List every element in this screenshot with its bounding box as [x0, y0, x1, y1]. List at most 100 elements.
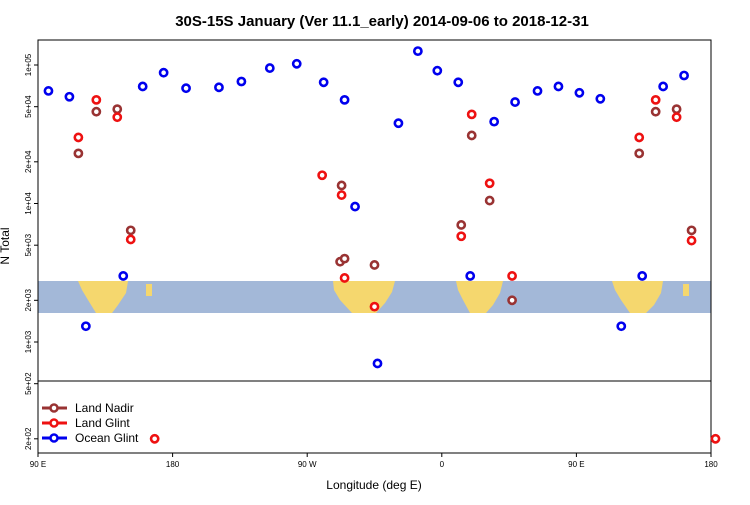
- point-land-nadir-6: [339, 253, 350, 264]
- point-land-glint-11: [484, 178, 495, 189]
- point-ocean-glint-9: [264, 63, 275, 73]
- point-ocean-glint-26: [616, 321, 627, 332]
- series-land-nadir: [73, 104, 697, 306]
- y-axis-label: N Total: [0, 227, 12, 264]
- point-ocean-glint-24: [574, 87, 585, 98]
- point-ocean-glint-5: [158, 67, 169, 78]
- y-tick-label-1e-04: 1e+04: [24, 192, 33, 215]
- x-axis: 90 E 180 90 W 0 90 E 180: [30, 453, 718, 469]
- point-land-glint-13: [634, 132, 645, 143]
- point-land-nadir-7: [369, 260, 380, 270]
- chart-title: 30S-15S January (Ver 11.1_early) 2014-09…: [175, 13, 589, 30]
- point-ocean-glint-15: [393, 118, 404, 129]
- point-land-glint-15: [671, 112, 682, 123]
- point-land-nadir-1: [91, 106, 102, 117]
- point-land-nadir-5: [336, 180, 347, 191]
- legend-item-land-glint: Land Glint: [42, 416, 130, 430]
- point-ocean-glint-21: [510, 97, 520, 107]
- y-tick-label-1e-05: 1e+05: [24, 53, 33, 76]
- point-ocean-glint-1: [64, 91, 75, 102]
- map-land-islet-2: [683, 284, 689, 296]
- y-tick-label-5e-02: 5e+02: [24, 372, 33, 395]
- series-ocean-glint: [43, 46, 689, 369]
- point-ocean-glint-16: [412, 46, 423, 56]
- legend-item-ocean-glint: Ocean Glint: [42, 431, 139, 445]
- map-land-south-america: [333, 281, 395, 313]
- map-land-islet-1: [146, 284, 152, 296]
- point-land-nadir-0: [73, 148, 84, 159]
- legend-item-land-nadir: Land Nadir: [42, 401, 134, 415]
- point-land-glint-10: [466, 109, 477, 120]
- point-land-nadir-12: [634, 148, 645, 159]
- point-land-glint-6: [336, 190, 347, 200]
- series-land-glint: [73, 94, 721, 444]
- x-tick-label-0: 90 E: [30, 460, 46, 469]
- x-axis-label: Longitude (deg E): [326, 478, 421, 492]
- point-land-glint-16: [686, 235, 697, 246]
- y-tick-label-2e-04: 2e+04: [24, 150, 33, 173]
- point-land-glint-7: [339, 273, 350, 283]
- point-land-glint-5: [317, 170, 328, 181]
- point-land-nadir-2: [112, 104, 123, 115]
- legend-marker-ocean-glint: [49, 433, 59, 443]
- point-ocean-glint-25: [595, 93, 606, 104]
- point-land-glint-8: [369, 301, 380, 312]
- point-land-nadir-3: [125, 225, 136, 236]
- point-ocean-glint-0: [43, 86, 54, 96]
- legend-label-land-nadir: Land Nadir: [75, 401, 134, 415]
- point-ocean-glint-6: [181, 83, 191, 94]
- y-tick-label-5e-03: 5e+03: [24, 233, 33, 256]
- x-tick-label-5: 180: [704, 460, 718, 469]
- y-tick-label-1e-03: 1e+03: [24, 330, 33, 353]
- point-ocean-glint-28: [658, 81, 669, 92]
- y-axis: 2e+02 5e+02 1e+03 2e+03 5e+03 1e+04 2e+04 5e+04…: [24, 53, 38, 450]
- point-land-glint-3: [125, 234, 136, 245]
- legend-label-ocean-glint: Ocean Glint: [75, 431, 139, 445]
- point-land-glint-9: [456, 231, 467, 242]
- point-ocean-glint-14: [372, 358, 383, 369]
- series-layer: [43, 46, 721, 444]
- point-land-nadir-15: [686, 225, 697, 236]
- x-tick-label-2: 90 W: [298, 460, 317, 469]
- point-land-glint-12: [507, 271, 517, 281]
- point-ocean-glint-13: [350, 201, 360, 212]
- point-ocean-glint-4: [137, 81, 148, 92]
- plot-frame: [37, 39, 712, 454]
- point-land-nadir-14: [671, 104, 682, 115]
- legend-marker-land-nadir: [49, 403, 59, 413]
- point-ocean-glint-27: [637, 271, 648, 281]
- legend-marker-land-glint: [49, 418, 59, 428]
- point-land-glint-17: [710, 433, 721, 444]
- point-land-nadir-8: [456, 220, 467, 230]
- point-land-nadir-10: [484, 195, 495, 206]
- x-tick-label-1: 180: [166, 460, 180, 469]
- point-ocean-glint-3: [118, 271, 129, 281]
- point-ocean-glint-8: [236, 76, 247, 87]
- x-tick-label-4: 90 E: [568, 460, 584, 469]
- point-land-nadir-9: [466, 130, 477, 141]
- point-land-nadir-11: [507, 295, 517, 306]
- point-ocean-glint-20: [489, 116, 500, 127]
- point-ocean-glint-23: [553, 81, 564, 92]
- legend: Land Nadir Land Glint Ocean Glint: [42, 401, 139, 445]
- y-tick-label-2e-03: 2e+03: [24, 289, 33, 312]
- point-land-glint-0: [73, 132, 84, 143]
- point-land-glint-2: [112, 112, 123, 123]
- point-ocean-glint-10: [291, 58, 302, 69]
- point-ocean-glint-18: [453, 77, 464, 88]
- map-land-africa-right: [612, 281, 663, 313]
- y-tick-label-5e-04: 5e+04: [24, 95, 33, 118]
- point-land-glint-4: [149, 433, 160, 444]
- y-tick-label-2e-02: 2e+02: [24, 427, 33, 450]
- point-ocean-glint-7: [214, 82, 224, 93]
- point-ocean-glint-11: [318, 77, 329, 88]
- legend-label-land-glint: Land Glint: [75, 416, 130, 430]
- point-ocean-glint-2: [80, 321, 91, 332]
- point-land-glint-14: [650, 94, 661, 105]
- point-land-glint-1: [91, 94, 102, 105]
- point-ocean-glint-12: [339, 94, 350, 105]
- map-land-australia: [456, 281, 503, 313]
- point-ocean-glint-17: [432, 65, 443, 76]
- point-land-nadir-13: [650, 106, 661, 117]
